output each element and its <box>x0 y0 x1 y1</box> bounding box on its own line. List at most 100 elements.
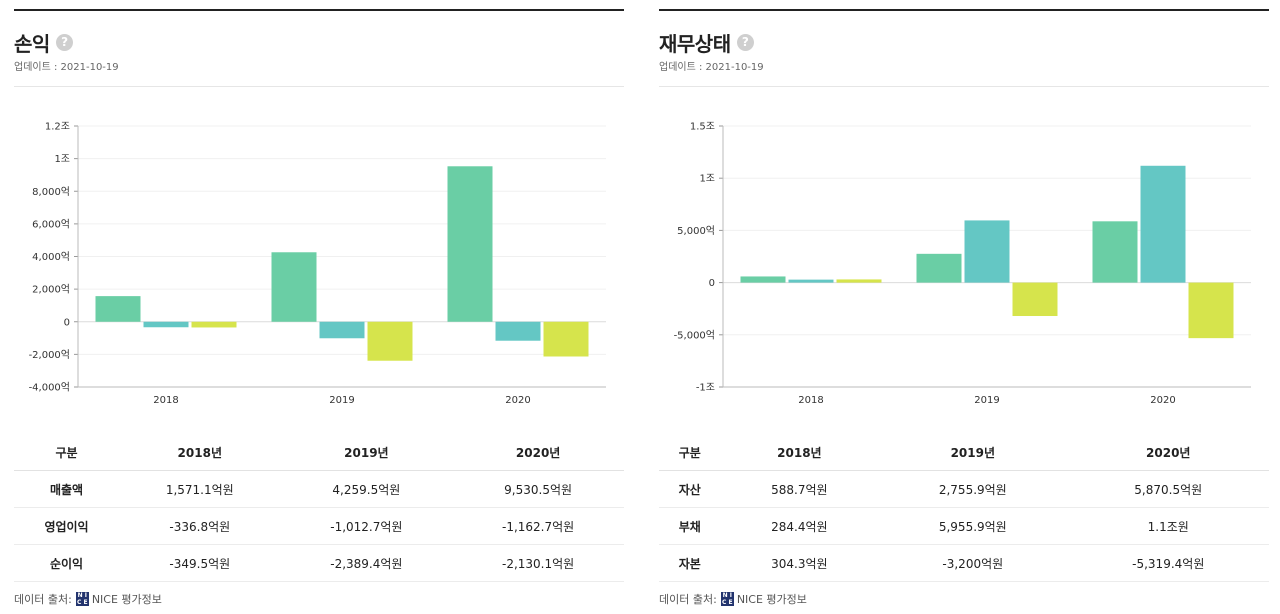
x-tick-label: 2018 <box>153 395 178 406</box>
panel-title: 손익 ? <box>14 28 73 57</box>
table-header: 2020년 <box>452 434 624 471</box>
top-divider <box>659 9 1269 11</box>
help-icon[interactable]: ? <box>55 34 73 51</box>
table-row-label: 자본 <box>659 544 721 582</box>
table-cell: -2,130.1억원 <box>452 544 624 582</box>
table-header: 2019년 <box>878 434 1068 471</box>
income-table: 구분 2018년 2019년 2020년 매출액 1,571.1억원 4,259… <box>14 434 624 582</box>
bar-자산-2018 <box>740 276 786 283</box>
bar-자산-2020 <box>1092 221 1138 283</box>
bar-순이익-2020 <box>543 321 589 357</box>
bar-자본-2019 <box>1012 282 1058 317</box>
bar-순이익-2018 <box>191 321 237 328</box>
divider <box>14 86 624 87</box>
financial-status-chart-svg: 1.5조 1조 5,000억 0 -5,000억 -1조 2018 2019 2020 <box>674 122 1251 406</box>
panel-title-text: 손익 <box>14 32 50 56</box>
y-tick-label: 0 <box>64 317 70 328</box>
table-header: 2018년 <box>720 434 879 471</box>
top-divider <box>14 9 624 11</box>
table-cell: 9,530.5억원 <box>452 470 624 508</box>
table-cell: -1,012.7억원 <box>280 507 453 545</box>
x-tick-label: 2020 <box>505 395 530 406</box>
bar-부채-2018 <box>788 279 834 283</box>
table-cell: 588.7억원 <box>720 470 879 508</box>
table-cell: 2,755.9억원 <box>878 470 1068 508</box>
table-row: 영업이익 -336.8억원 -1,012.7억원 -1,162.7억원 <box>14 507 624 545</box>
y-tick-label: 0 <box>709 278 715 289</box>
y-tick-label: 1조 <box>699 174 715 185</box>
table-row: 부채 284.4억원 5,955.9억원 1.1조원 <box>659 507 1269 545</box>
table-header: 2019년 <box>280 434 453 471</box>
panel-title-text: 재무상태 <box>659 32 731 56</box>
table-row: 자산 588.7억원 2,755.9억원 5,870.5억원 <box>659 470 1269 508</box>
y-tick-label: 6,000억 <box>32 218 70 230</box>
table-row-label: 부채 <box>659 507 721 545</box>
bar-부채-2020 <box>1140 165 1186 283</box>
table-cell: -349.5억원 <box>119 544 281 582</box>
source-label: 데이터 출처: <box>14 593 72 606</box>
x-tick-label: 2019 <box>329 395 354 406</box>
divider <box>659 86 1269 87</box>
bar-매출액-2020 <box>447 166 493 322</box>
y-tick-label: -2,000억 <box>29 349 70 361</box>
table-header-row: 구분 2018년 2019년 2020년 <box>14 434 624 471</box>
table-header: 2020년 <box>1067 434 1269 471</box>
table-row: 순이익 -349.5억원 -2,389.4억원 -2,130.1억원 <box>14 544 624 582</box>
table-header: 2018년 <box>119 434 281 471</box>
bar-자산-2019 <box>916 253 962 283</box>
table-cell: -3,200억원 <box>878 544 1068 582</box>
y-tick-label: 1조 <box>54 154 70 165</box>
bar-영업이익-2018 <box>143 321 189 328</box>
panel-title: 재무상태 ? <box>659 28 754 57</box>
source-name[interactable]: NICE 평가정보 <box>736 593 807 606</box>
source-label: 데이터 출처: <box>659 593 717 606</box>
help-icon[interactable]: ? <box>736 34 754 51</box>
table-cell: 284.4억원 <box>720 507 879 545</box>
update-date: 업데이트 : 2021-10-19 <box>659 62 764 73</box>
bar-영업이익-2020 <box>495 321 541 341</box>
table-cell: 4,259.5억원 <box>280 470 453 508</box>
table-cell: -1,162.7억원 <box>452 507 624 545</box>
y-tick-label: -4,000억 <box>29 382 70 394</box>
x-tick-label: 2020 <box>1150 395 1175 406</box>
table-row-label: 매출액 <box>14 470 120 508</box>
table-cell: -5,319.4억원 <box>1067 544 1269 582</box>
y-tick-label: 1.5조 <box>690 122 715 133</box>
bar-부채-2019 <box>964 220 1010 283</box>
table-cell: 1.1조원 <box>1067 507 1269 545</box>
y-tick-label: 4,000억 <box>32 251 70 263</box>
table-header: 구분 <box>659 434 721 471</box>
y-tick-label: 5,000억 <box>677 225 715 237</box>
financial-status-table: 구분 2018년 2019년 2020년 자산 588.7억원 2,755.9억… <box>659 434 1269 582</box>
financial-status-panel: 재무상태 ? 업데이트 : 2021-10-19 1.5조 1조 5,000억 0 -5… <box>659 0 1269 614</box>
bar-매출액-2018 <box>95 296 141 322</box>
table-cell: 1,571.1억원 <box>119 470 281 508</box>
bar-순이익-2019 <box>367 321 413 361</box>
income-panel: 손익 ? 업데이트 : 2021-10-19 1.2조 1조 8,000억 6,000… <box>14 0 624 614</box>
table-row: 매출액 1,571.1억원 4,259.5억원 9,530.5억원 <box>14 470 624 508</box>
bar-자본-2018 <box>836 279 882 283</box>
table-row-label: 순이익 <box>14 544 120 582</box>
income-chart-svg: 1.2조 1조 8,000억 6,000억 4,000억 2,000억 0 -2,000억 -4… <box>29 122 606 406</box>
bar-영업이익-2019 <box>319 321 365 339</box>
table-header-row: 구분 2018년 2019년 2020년 <box>659 434 1269 471</box>
table-cell: -2,389.4억원 <box>280 544 453 582</box>
financial-status-chart: 1.5조 1조 5,000억 0 -5,000억 -1조 2018 2019 2020 <box>659 110 1269 419</box>
y-tick-label: 8,000억 <box>32 186 70 198</box>
y-tick-label: -1조 <box>696 383 715 394</box>
y-tick-label: 2,000억 <box>32 284 70 296</box>
y-tick-label: 1.2조 <box>45 122 70 133</box>
table-row: 자본 304.3억원 -3,200억원 -5,319.4억원 <box>659 544 1269 582</box>
table-row-label: 자산 <box>659 470 721 508</box>
table-header: 구분 <box>14 434 120 471</box>
bar-자본-2020 <box>1188 282 1234 339</box>
income-chart: 1.2조 1조 8,000억 6,000억 4,000억 2,000억 0 -2,000억 -4… <box>14 110 624 419</box>
x-tick-label: 2019 <box>974 395 999 406</box>
source-name[interactable]: NICE 평가정보 <box>91 593 162 606</box>
table-cell: -336.8억원 <box>119 507 281 545</box>
table-cell: 5,870.5억원 <box>1067 470 1269 508</box>
